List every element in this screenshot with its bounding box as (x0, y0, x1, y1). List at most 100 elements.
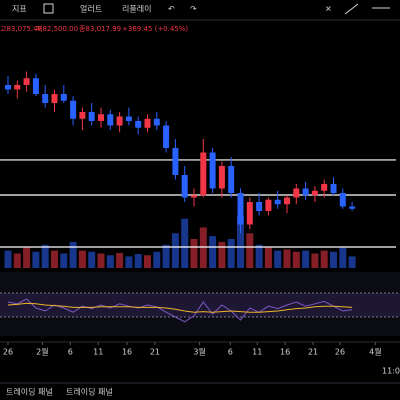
volume-bar (51, 250, 58, 268)
candle-body (135, 121, 142, 128)
x-tick-label: 6 (228, 348, 233, 357)
indicators-button[interactable]: 지표 (12, 5, 27, 14)
volume-bar (106, 255, 114, 268)
candle-body (88, 112, 95, 121)
x-tick-label: 11 (252, 348, 262, 357)
volume-bar (171, 233, 179, 268)
volume-bar (13, 253, 21, 268)
candle-body (265, 199, 272, 211)
candle-body (125, 116, 132, 121)
candle-body (218, 166, 225, 189)
x-tick-label: 21 (150, 348, 160, 357)
x-tick-label: 6 (68, 348, 73, 357)
clock: 11:06 (382, 367, 400, 376)
candle-body (116, 116, 123, 126)
candle-body (70, 100, 77, 119)
replay-button[interactable]: 리플레이 (122, 4, 151, 14)
volume-bar (311, 253, 319, 268)
x-tick-label: 16 (280, 348, 290, 357)
volume-bar (218, 241, 226, 268)
candle-body (339, 193, 346, 207)
candle-body (349, 206, 356, 209)
volume-bar (88, 251, 96, 268)
ohlc-change: +369.45 (+0.45%) (122, 25, 188, 33)
x-tick-label: 3월 (193, 347, 205, 357)
candle-body (32, 78, 39, 94)
undo-button[interactable]: ↶ (167, 5, 175, 14)
close-icon[interactable]: ✕ (325, 5, 332, 14)
volume-bar (320, 250, 328, 268)
rsi-line (7, 298, 353, 323)
candle-body (209, 152, 216, 189)
volume-bar (237, 215, 244, 268)
volume-bar (60, 253, 68, 268)
candle-body (274, 199, 281, 205)
x-tick-label: 21 (308, 348, 318, 357)
x-tick-label: 26 (335, 348, 345, 357)
tab[interactable]: 트레이딩 패널 (6, 387, 53, 397)
candle-body (293, 188, 300, 198)
x-tick-label: 11 (93, 348, 103, 357)
rsi-ma-line (7, 302, 353, 313)
candle-body (284, 197, 290, 205)
candle-body (23, 78, 30, 85)
volume-bar (264, 247, 272, 268)
volume-bar (348, 256, 356, 268)
candle-body (107, 114, 114, 126)
candle-body (330, 184, 337, 193)
candle-body (60, 94, 67, 101)
candle-body (311, 190, 318, 196)
volume-bar (153, 251, 161, 268)
volume-bar (78, 250, 86, 268)
alerts-button[interactable]: 얼러트 (80, 4, 102, 14)
volume-bar (134, 254, 142, 268)
volume-bar (190, 239, 198, 268)
volume-bar (302, 250, 310, 268)
ohlc-close: 종83,017.99 (79, 25, 121, 33)
candle-body (153, 118, 160, 126)
x-tick-label: 2월 (36, 347, 48, 357)
x-tick-label: 4월 (369, 347, 381, 357)
volume-bar (125, 256, 133, 268)
line-tool[interactable] (344, 3, 359, 15)
volume-bar (246, 233, 254, 268)
candle-body (256, 202, 263, 211)
x-tick-label: 26 (3, 348, 13, 357)
candle-body (79, 112, 86, 119)
candle-body (163, 125, 170, 148)
candle-body (191, 195, 197, 198)
volume-bar (97, 253, 105, 268)
candle-body (246, 202, 253, 225)
volume-bar (32, 251, 40, 268)
candle-body (144, 118, 151, 128)
x-tick-label: 16 (122, 348, 132, 357)
volume-bar (330, 251, 337, 268)
volume-bar (283, 249, 291, 268)
candle-body (14, 85, 21, 90)
candle-body (181, 175, 188, 198)
candle-body (200, 152, 207, 196)
ohlc-low: 저82,500.00 (36, 24, 78, 33)
candle-body (321, 184, 328, 191)
rsi-band (0, 293, 400, 317)
candle-body (237, 193, 244, 225)
candle-body (302, 188, 309, 196)
volume-bar (41, 244, 49, 268)
candle-body (172, 148, 179, 175)
volume-bar (162, 244, 170, 268)
volume-bar (274, 250, 282, 268)
tab[interactable]: 트레이딩 패널 (66, 387, 113, 397)
layout-icon[interactable] (43, 3, 54, 14)
redo-button[interactable]: ↷ (190, 5, 197, 14)
volume-bar (69, 241, 77, 268)
candle-body (228, 166, 235, 193)
volume-bar (209, 236, 217, 268)
volume-bar (199, 227, 207, 268)
volume-bar (227, 239, 235, 268)
volume-bar (292, 251, 300, 268)
volume-bar (4, 250, 12, 268)
candle-body (98, 114, 104, 121)
volume-bar (116, 252, 124, 268)
